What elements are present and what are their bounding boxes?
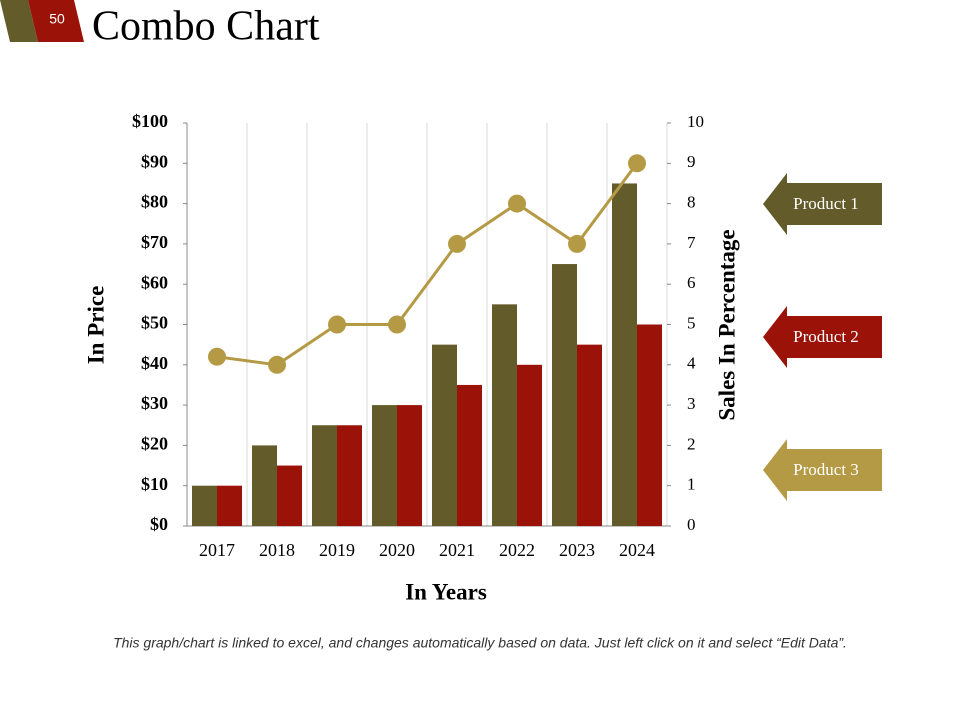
y2-tick-label: 5 [687,313,696,332]
bar [637,324,662,526]
y-tick-label: $10 [141,474,168,494]
y2-tick-label: 8 [687,193,696,212]
line-marker [508,194,526,213]
y-tick-label: $30 [141,393,168,413]
y-tick-label: $60 [141,272,168,292]
y-axis-label: In Price [83,286,108,365]
line-marker [208,347,226,366]
y2-axis-label: Sales In Percentage [714,229,739,420]
bar [612,183,637,526]
x-tick-label: 2017 [199,540,235,560]
x-tick-label: 2019 [319,540,355,560]
x-tick-label: 2020 [379,540,415,560]
bar [492,304,517,526]
line-marker [448,234,466,253]
legend-arrow [763,173,882,235]
x-tick-label: 2023 [559,540,595,560]
bar [312,425,337,526]
legend-label: Product 1 [793,194,859,213]
corner-decoration [28,0,84,42]
y2-tick-label: 2 [687,434,696,453]
bar [457,384,482,526]
y2-tick-label: 3 [687,394,696,413]
line-marker [568,234,586,253]
x-tick-label: 2024 [619,540,655,560]
line [216,162,639,367]
line-marker [388,315,406,334]
y-tick-label: $90 [141,151,168,171]
x-tick-label: 2021 [439,540,475,560]
y2-tick-label: 9 [687,152,696,171]
y2-tick-label: 6 [687,273,696,292]
bar [517,364,542,526]
bar [192,485,217,526]
footnote: This graph/chart is linked to excel, and… [113,635,847,651]
y-tick-label: $70 [141,232,168,252]
page-number: 50 [49,11,65,27]
legend-label: Product 2 [793,327,859,346]
bar [337,425,362,526]
y2-tick-label: 4 [687,354,696,373]
bar [397,405,422,526]
legend-label: Product 3 [793,460,859,479]
bar [552,264,577,526]
chart-title: Combo Chart [92,4,320,50]
bar [372,405,397,526]
y-tick-label: $20 [141,434,168,454]
y-tick-label: $0 [150,514,168,534]
x-tick-label: 2018 [259,540,295,560]
bar [217,485,242,526]
bar [252,445,277,526]
legend-arrow [763,439,882,501]
y2-tick-label: 1 [687,475,696,494]
y-tick-label: $40 [141,353,168,373]
x-tick-label: 2022 [499,540,535,560]
y-tick-label: $100 [132,111,168,131]
line-marker [628,154,646,173]
y2-tick-label: 0 [687,515,696,534]
x-axis-label: In Years [405,579,487,604]
y-tick-label: $80 [141,192,168,212]
y2-tick-label: 10 [687,112,704,131]
legend-arrow [763,306,882,368]
line-marker [328,315,346,334]
bar [277,465,302,526]
y2-tick-label: 7 [687,233,696,252]
y-tick-label: $50 [141,313,168,333]
bar [432,344,457,526]
bar [577,344,602,526]
line-marker [268,355,286,374]
corner-decoration [0,0,38,42]
